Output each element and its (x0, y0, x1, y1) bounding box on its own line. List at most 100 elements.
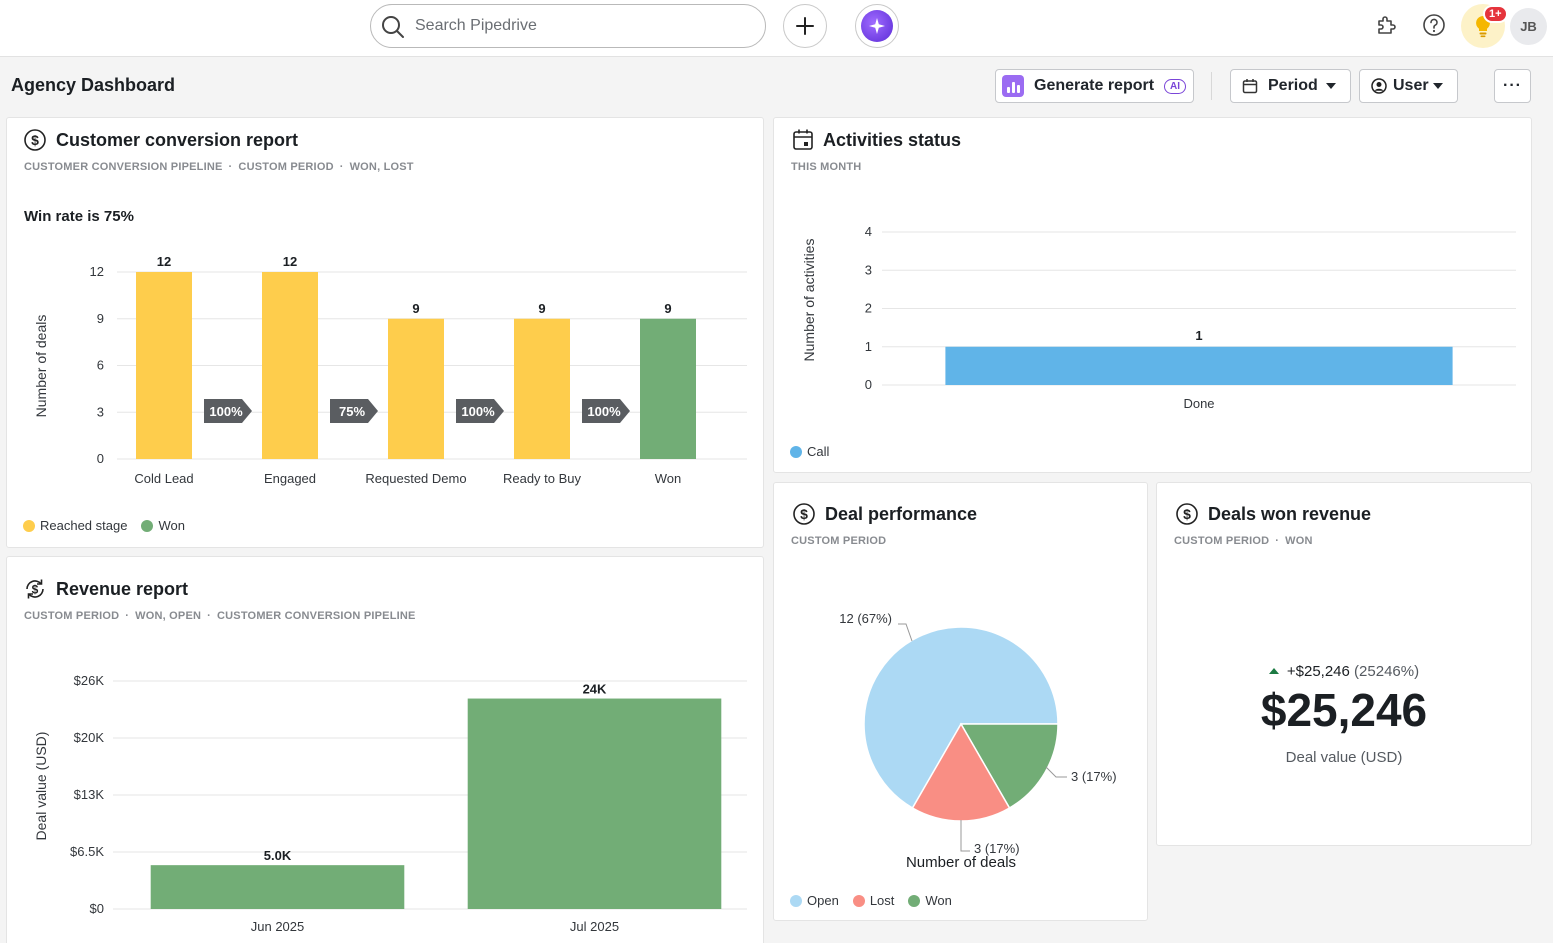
svg-text:$: $ (800, 506, 808, 522)
card-title: $ Deals won revenue (1175, 502, 1371, 526)
bar (640, 318, 696, 459)
y-axis-label: Deal value (USD) (33, 732, 49, 841)
legend-item-won[interactable]: Won (908, 893, 952, 908)
conversion-rate-label: 100% (461, 404, 495, 419)
bar-value-label: 9 (664, 301, 671, 316)
generate-report-button[interactable]: Generate report AI (995, 69, 1194, 103)
win-rate-text: Win rate is 75% (24, 208, 134, 225)
help-button[interactable] (1421, 12, 1447, 38)
y-tick-label: $6.5K (70, 844, 104, 859)
pie-label-leader (1045, 766, 1067, 778)
pie-slice (863, 626, 1059, 810)
y-tick-label: 0 (865, 377, 872, 392)
calendar-icon (1242, 79, 1258, 94)
conversion-rate-label: 75% (339, 404, 365, 419)
y-tick-label: 0 (97, 451, 104, 466)
card-filters: CUSTOM PERIOD · WON, OPEN · CUSTOMER CONVERS… (24, 610, 416, 622)
x-tick-label: Jun 2025 (251, 919, 305, 934)
activities-bar-chart: 0 1 2 3 4 Number of activities 1 Done (801, 224, 1516, 411)
search-input[interactable] (415, 13, 745, 39)
customer-conversion-card: $ Customer conversion report CUSTOMER CO… (6, 117, 764, 548)
y-axis-label: Number of activities (801, 239, 817, 362)
legend-item-call[interactable]: Call (790, 444, 829, 459)
ai-tag: AI (1164, 78, 1187, 94)
x-tick-label: Engaged (264, 471, 316, 486)
search-box[interactable] (370, 4, 766, 48)
trend-up-icon (1268, 668, 1279, 674)
card-title: Activities status (792, 128, 961, 152)
card-filters: CUSTOMER CONVERSION PIPELINE · CUSTOM PERI… (24, 161, 414, 173)
dollar-circle-icon: $ (1176, 503, 1198, 525)
search-icon (382, 16, 404, 38)
period-dropdown[interactable]: Period (1230, 69, 1351, 103)
x-tick-label: Won (655, 471, 682, 486)
deals-won-revenue-card: $ Deals won revenue CUSTOM PERIOD · WON +$… (1156, 482, 1532, 846)
card-title: $ Customer conversion report (23, 128, 298, 152)
card-filters: CUSTOM PERIOD · WON (1174, 535, 1313, 547)
notification-badge: 1+ (1483, 5, 1508, 23)
more-options-button[interactable]: ··· (1494, 69, 1531, 103)
y-tick-label: 3 (97, 404, 104, 419)
bar-value-label: 24K (583, 682, 607, 697)
legend-item-reached-stage[interactable]: Reached stage (23, 518, 127, 533)
bar (945, 346, 1453, 385)
y-tick-label: 3 (865, 262, 872, 277)
legend-item-open[interactable]: Open (790, 893, 839, 908)
bar-value-label: 1 (1195, 328, 1202, 343)
more-icon: ··· (1503, 77, 1522, 94)
avatar[interactable]: JB (1510, 8, 1547, 45)
x-tick-label: Ready to Buy (503, 471, 582, 486)
chevron-down-icon (1433, 83, 1443, 89)
generate-report-label: Generate report (1034, 77, 1155, 94)
chart-legend: Open Lost Won (790, 893, 962, 908)
page-title: Agency Dashboard (11, 75, 176, 95)
conversion-rate-arrow (330, 399, 378, 423)
user-dropdown[interactable]: User (1359, 69, 1458, 103)
period-label: Period (1268, 77, 1318, 94)
card-filters: THIS MONTH (791, 161, 862, 173)
pie-axis-label: Number of deals (906, 854, 1016, 871)
help-icon (1423, 14, 1445, 36)
pie-label-leader (960, 820, 970, 852)
extensions-button[interactable] (1374, 12, 1400, 38)
svg-text:$: $ (32, 583, 39, 597)
puzzle-icon (1378, 16, 1396, 34)
svg-text:$: $ (1183, 506, 1191, 522)
svg-text:$: $ (31, 132, 39, 148)
y-axis-label: Number of deals (33, 315, 49, 418)
bar (150, 865, 405, 909)
conversion-rate-arrow (204, 399, 252, 423)
add-button[interactable] (783, 4, 827, 48)
pie-slice-label: 12 (67%) (839, 611, 892, 626)
conversion-rate-arrow (456, 399, 504, 423)
ai-assistant-button[interactable] (855, 4, 899, 48)
conversion-bar-chart: 0 3 6 9 12 Number of deals 12 Cold Lead 100% 12 En… (33, 254, 747, 486)
x-tick-label: Jul 2025 (570, 919, 619, 934)
y-tick-label: $13K (74, 787, 105, 802)
card-title: $ Deal performance (792, 502, 977, 526)
pie-slice (959, 723, 1059, 810)
bar-value-label: 9 (412, 301, 419, 316)
pie-slice-label: 3 (17%) (1071, 769, 1117, 784)
report-icon (1002, 75, 1024, 97)
legend-item-won[interactable]: Won (141, 518, 185, 533)
chart-legend: Reached stage Won (23, 518, 195, 533)
conversion-rate-label: 100% (209, 404, 243, 419)
y-tick-label: 9 (97, 311, 104, 326)
bar (514, 318, 570, 459)
deal-performance-card: $ Deal performance CUSTOM PERIOD 12 (67%… (773, 482, 1148, 921)
chart-legend: Call (790, 444, 839, 459)
x-tick-label: Done (1183, 396, 1214, 411)
top-bar: 1+ JB (0, 0, 1553, 57)
card-filters: CUSTOM PERIOD (791, 535, 887, 547)
plus-icon (796, 17, 814, 35)
user-icon (1371, 78, 1387, 94)
y-tick-label: 12 (90, 264, 104, 279)
conversion-rate-label: 100% (587, 404, 621, 419)
legend-item-lost[interactable]: Lost (852, 893, 894, 908)
ai-sparkle-icon (869, 18, 885, 34)
recurring-revenue-icon: $ (26, 579, 44, 599)
bar (262, 272, 318, 459)
bar-value-label: 12 (157, 254, 171, 269)
bar (136, 272, 192, 459)
